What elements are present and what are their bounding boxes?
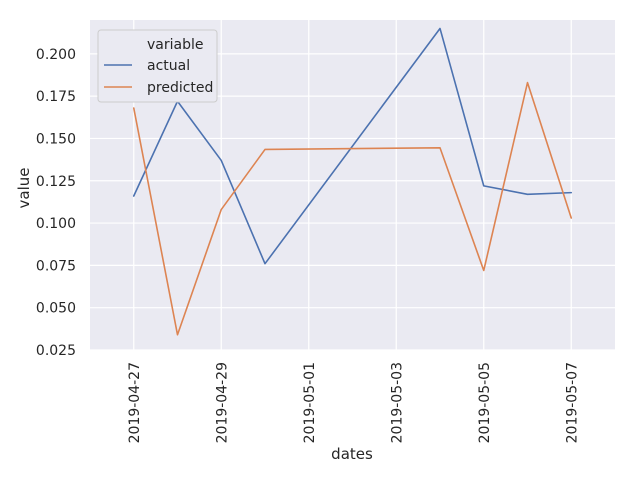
x-tick-label: 2019-04-29	[214, 362, 230, 443]
legend-title: variable	[147, 37, 203, 53]
y-tick-label: 0.075	[36, 258, 76, 274]
y-tick-label: 0.150	[36, 131, 76, 147]
x-tick-label: 2019-05-07	[564, 362, 580, 443]
legend-box	[97, 29, 218, 103]
legend-label-actual: actual	[147, 58, 190, 74]
y-tick-label: 0.025	[36, 343, 76, 359]
x-axis: 2019-04-27 2019-04-29 2019-05-01 2019-05-03…	[127, 362, 581, 443]
y-axis: 0.025 0.050 0.075 0.100 0.125 0.150 0.175 0.200	[36, 47, 76, 359]
x-tick-label: 2019-05-01	[302, 362, 318, 443]
x-tick-label: 2019-05-05	[477, 362, 493, 443]
y-axis-label: value	[15, 168, 33, 209]
y-tick-label: 0.050	[36, 301, 76, 317]
series-line-actual	[132, 27, 573, 265]
x-axis-label: dates	[331, 445, 373, 463]
legend: variable actual predicted	[97, 29, 218, 103]
x-tick-label: 2019-04-27	[127, 362, 143, 443]
x-tick-label: 2019-05-03	[389, 362, 405, 443]
y-tick-label: 0.175	[36, 89, 76, 105]
series-line-predicted	[132, 81, 573, 336]
y-tick-label: 0.200	[36, 47, 76, 63]
y-tick-label: 0.125	[36, 174, 76, 190]
y-tick-label: 0.100	[36, 216, 76, 232]
legend-label-predicted: predicted	[147, 80, 213, 96]
series-group	[132, 27, 573, 336]
